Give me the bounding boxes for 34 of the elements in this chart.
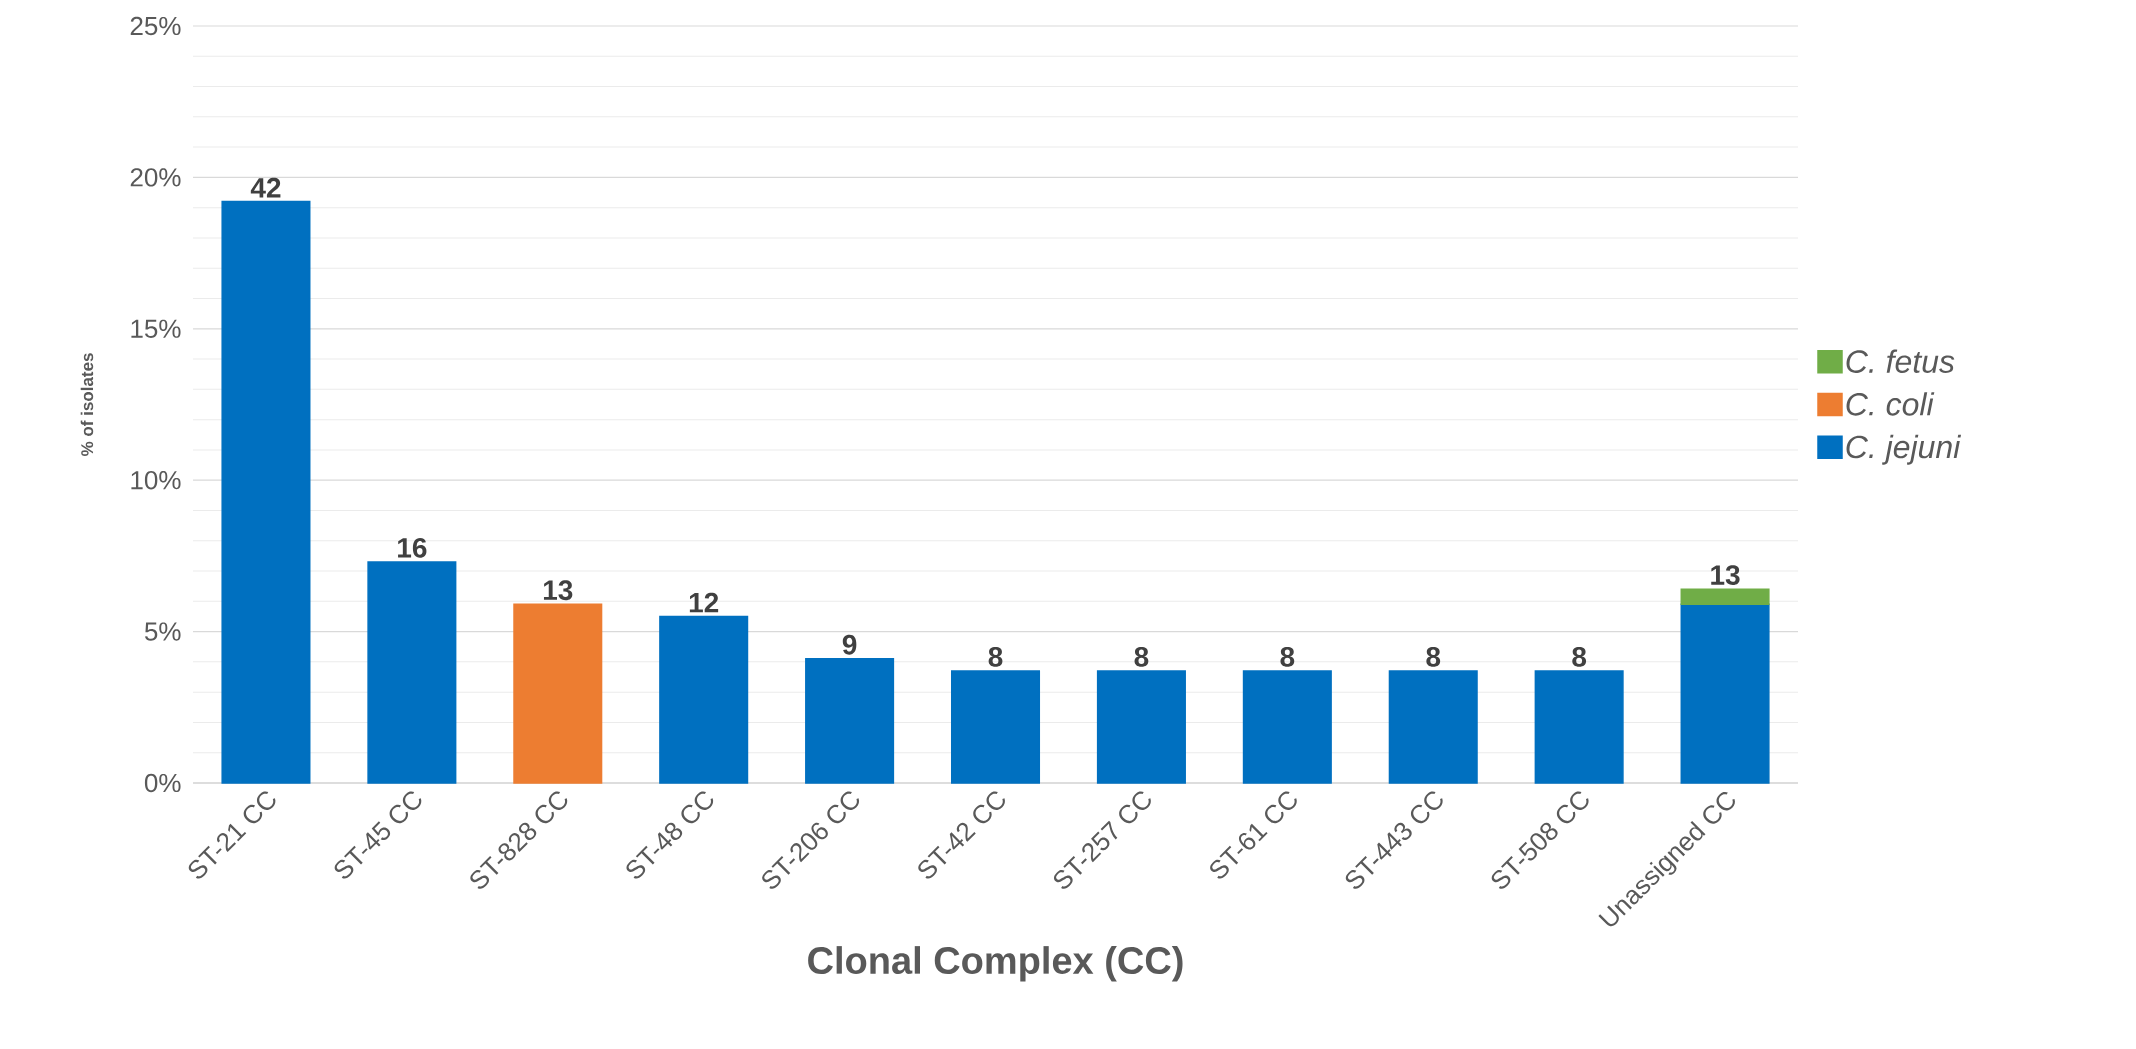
bar — [659, 615, 749, 784]
annotation: 8 — [1134, 646, 1149, 667]
bar — [950, 670, 1041, 784]
annotation: 13 — [543, 580, 573, 601]
legend-label: C. coli — [1846, 392, 1935, 416]
annotation: 9 — [842, 634, 857, 655]
y-tick-label: 0% — [144, 773, 181, 793]
y-tick-label: 25% — [130, 16, 181, 36]
bar — [513, 603, 603, 784]
annotation: 12 — [689, 592, 719, 613]
bar — [1096, 670, 1186, 784]
bar — [1242, 670, 1332, 784]
annotation: 16 — [398, 537, 427, 558]
legend-label: C. fetus — [1846, 349, 1955, 373]
bar — [1388, 670, 1478, 784]
annotation: 8 — [988, 646, 1003, 667]
bar — [221, 200, 311, 784]
y-tick-label: 20% — [130, 168, 181, 187]
y-axis-title: % of isolates — [80, 353, 94, 457]
y-tick-label: 10% — [131, 470, 181, 490]
x-axis-title: Clonal Complex (CC) — [808, 946, 1183, 982]
bar — [1680, 603, 1770, 784]
y-tick-label: 15% — [131, 319, 181, 338]
bar — [805, 658, 895, 784]
annotation: 8 — [1426, 646, 1441, 667]
annotation: 8 — [1280, 646, 1295, 667]
y-tick-label: 5% — [144, 622, 181, 641]
bar — [1680, 588, 1770, 606]
bar — [1534, 670, 1624, 784]
legend-label: C. jejuni — [1846, 434, 1962, 465]
annotation: 42 — [250, 177, 281, 198]
annotation: 13 — [1711, 565, 1740, 585]
annotation: 8 — [1572, 646, 1587, 667]
bar — [367, 561, 457, 784]
